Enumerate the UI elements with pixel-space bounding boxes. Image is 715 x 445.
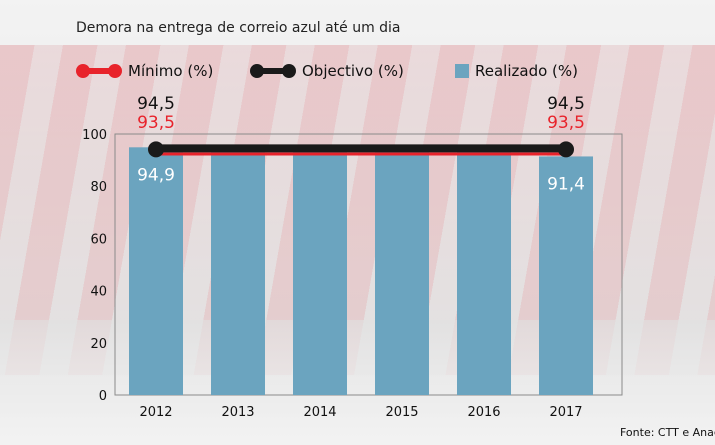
legend-label-realizado: Realizado (%) <box>475 62 578 80</box>
label-objectivo: 94,5 <box>137 94 175 114</box>
label-objectivo: 94,5 <box>547 94 585 114</box>
bar <box>539 156 593 395</box>
x-tick-label: 2017 <box>549 405 582 420</box>
bar-value-label: 94,9 <box>137 165 175 185</box>
bar <box>129 147 183 395</box>
bar <box>293 151 347 395</box>
bar <box>375 151 429 395</box>
legend-item-objectivo: Objectivo (%) <box>250 62 404 80</box>
chart-title: Demora na entrega de correio azul até um… <box>76 20 401 36</box>
y-tick-label: 20 <box>90 337 107 352</box>
x-tick-label: 2014 <box>303 405 336 420</box>
legend-label-objectivo: Objectivo (%) <box>302 62 404 80</box>
legend-swatch-realizado <box>455 64 469 78</box>
y-tick-label: 40 <box>90 285 107 300</box>
legend-label-minimo: Mínimo (%) <box>128 62 214 80</box>
x-tick-label: 2012 <box>139 405 172 420</box>
bar <box>457 151 511 395</box>
y-tick-label: 100 <box>82 128 107 143</box>
label-minimo: 93,5 <box>137 113 175 133</box>
x-tick-label: 2016 <box>467 405 500 420</box>
y-tick-label: 60 <box>90 232 107 247</box>
y-tick-label: 0 <box>99 389 107 404</box>
x-tick-label: 2015 <box>385 405 418 420</box>
plot-frame <box>114 133 623 396</box>
legend-swatch-minimo <box>76 64 122 78</box>
x-tick-label: 2013 <box>221 405 254 420</box>
legend-swatch-objectivo <box>250 64 296 78</box>
legend: Mínimo (%) Objectivo (%) Realizado (%) <box>0 62 715 88</box>
y-tick-label: 80 <box>90 180 107 195</box>
bar <box>211 151 265 395</box>
line-marker <box>148 141 164 158</box>
source-note: Fonte: CTT e Anacom <box>620 426 715 439</box>
legend-item-realizado: Realizado (%) <box>455 62 578 80</box>
legend-item-minimo: Mínimo (%) <box>76 62 214 80</box>
bar-value-label: 91,4 <box>547 174 585 194</box>
label-minimo: 93,5 <box>547 113 585 133</box>
line-marker <box>558 141 574 158</box>
background-floor <box>0 320 715 445</box>
